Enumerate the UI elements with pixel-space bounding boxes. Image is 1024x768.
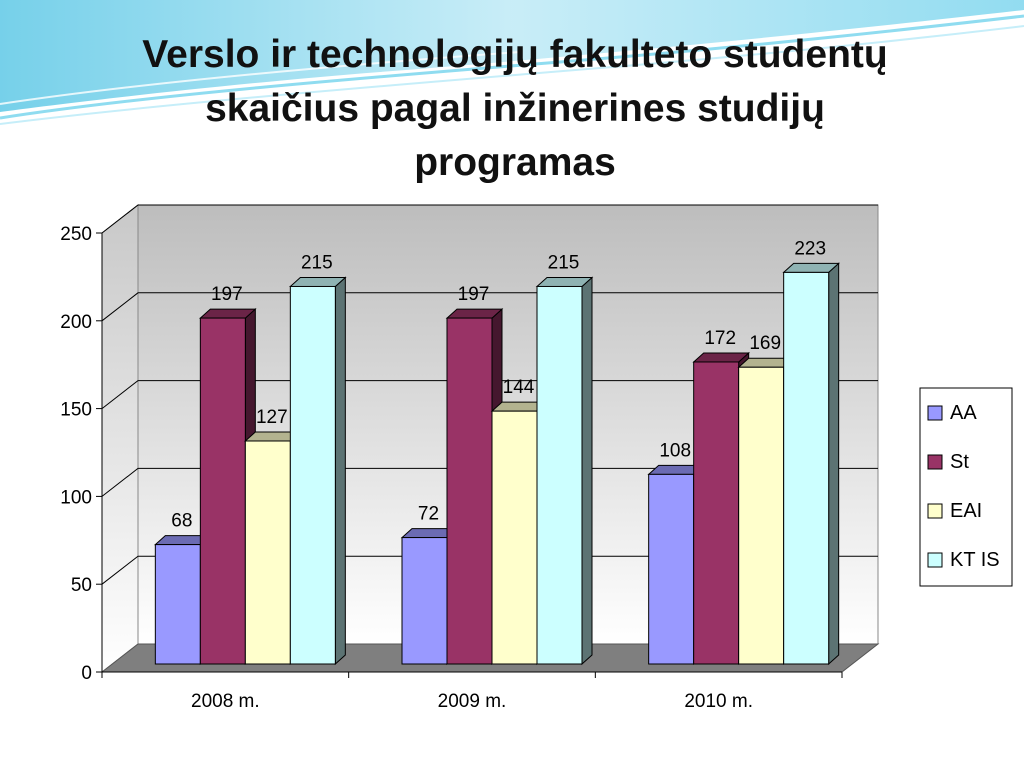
gridline (101, 204, 878, 234)
bar (738, 366, 785, 665)
legend-label: EAI (950, 500, 982, 522)
gridline (101, 292, 878, 322)
x-category-label: 2008 m. (191, 691, 260, 712)
legend-swatch (927, 454, 943, 470)
legend-label: St (950, 451, 969, 473)
bar-side (581, 276, 593, 666)
y-tick-label: 0 (81, 663, 92, 684)
data-label: 215 (548, 252, 580, 273)
legend-swatch (927, 503, 943, 519)
gridline (101, 467, 878, 497)
data-label: 68 (171, 511, 192, 532)
x-category-label: 2010 m. (684, 691, 753, 712)
bar (693, 361, 740, 665)
bar-top (289, 276, 347, 287)
data-label: 215 (301, 252, 333, 273)
bar-top (692, 352, 750, 363)
data-label: 172 (704, 328, 736, 349)
data-label: 144 (503, 377, 535, 398)
bar (244, 440, 291, 665)
bar-side (828, 262, 840, 666)
y-tick-label: 150 (60, 400, 92, 421)
slide-title-line: Verslo ir technologijų fakulteto student… (142, 33, 888, 76)
bar (289, 285, 336, 665)
y-tick-label: 50 (71, 575, 92, 596)
data-label: 197 (458, 284, 490, 305)
bar-top (199, 308, 257, 319)
y-tick-label: 250 (60, 224, 92, 245)
bar (199, 317, 246, 665)
data-label: 72 (418, 504, 439, 525)
slide-title-line: programas (414, 141, 616, 184)
data-label: 127 (256, 407, 288, 428)
slide-title-line: skaičius pagal inžinerines studijų (205, 87, 825, 130)
bar (783, 271, 830, 665)
data-label: 223 (794, 238, 826, 259)
bar (491, 410, 538, 665)
legend-swatch (927, 552, 943, 568)
slide-wave-decoration (0, 0, 1024, 125)
bar-top (535, 276, 594, 287)
chart-side-wall (101, 203, 139, 674)
bar (648, 473, 695, 665)
x-category-label: 2009 m. (438, 691, 507, 712)
y-tick-label: 200 (60, 312, 92, 333)
bar (401, 537, 448, 665)
legend-swatch (927, 405, 943, 421)
y-tick-label: 100 (60, 487, 92, 508)
data-label: 108 (659, 440, 691, 461)
bar (154, 544, 201, 665)
slide-title: Verslo ir technologijų fakulteto student… (60, 28, 970, 190)
bar (536, 285, 583, 665)
data-label: 197 (211, 284, 243, 305)
bar-top (445, 308, 504, 319)
bar (446, 317, 493, 665)
legend-label: AA (950, 402, 977, 424)
bar-side (334, 276, 346, 666)
bar-top (782, 262, 840, 273)
legend-label: KT IS (950, 549, 1000, 571)
gridline (101, 555, 878, 585)
gridline (101, 380, 878, 409)
data-label: 169 (749, 333, 781, 354)
